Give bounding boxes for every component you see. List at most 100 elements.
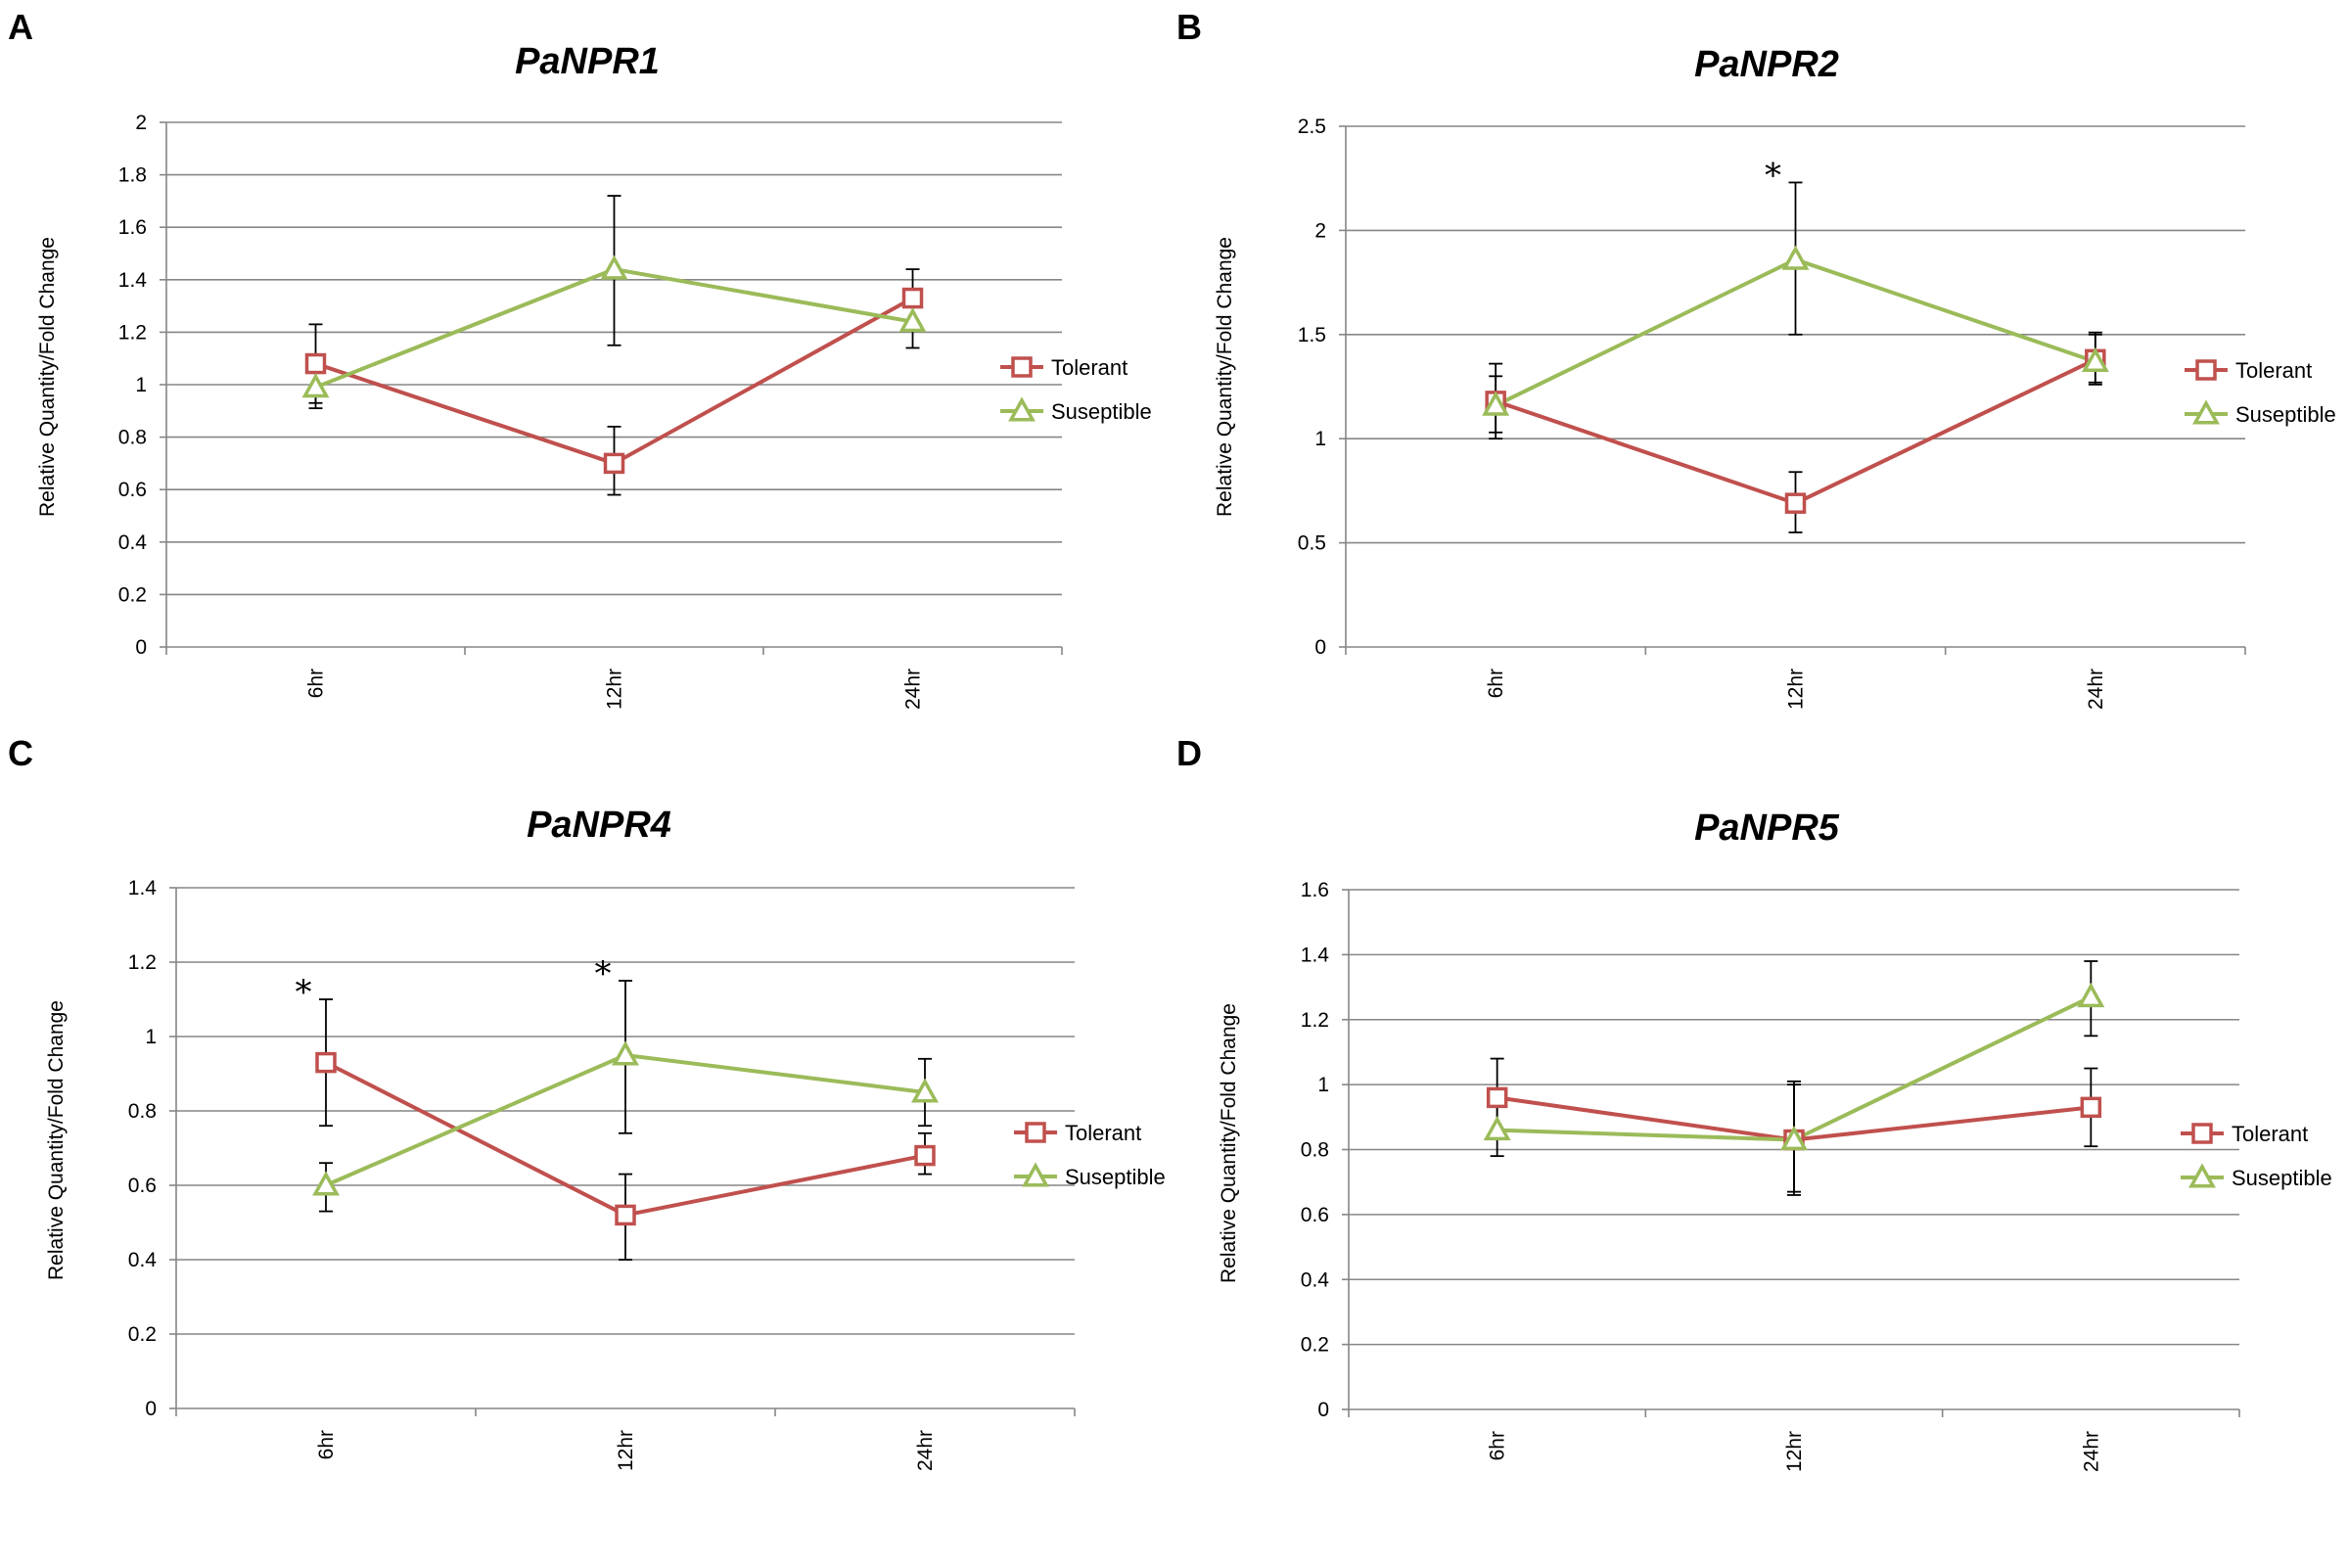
data-point-suseptible: [898, 307, 927, 333]
x-tick-label: 12hr: [1783, 1431, 1806, 1472]
y-tick-label: 1.6: [1301, 879, 1329, 901]
y-tick-label: 1.2: [128, 951, 157, 974]
data-point-tolerant: [615, 1204, 636, 1226]
y-tick-label: 1.4: [128, 877, 158, 899]
significance-marker: *: [296, 973, 312, 1012]
legend-marker: [2188, 1163, 2216, 1188]
y-tick-label: 1.6: [118, 216, 147, 239]
y-tick-label: 2.5: [1298, 115, 1326, 138]
x-tick-label: 24hr: [2080, 1431, 2102, 1472]
panel-letter: B: [1176, 7, 1202, 47]
legend: Tolerant Suseptible: [1014, 1121, 1166, 1189]
legend-label: Suseptible: [2235, 402, 2336, 427]
y-tick-label: 1: [1314, 428, 1326, 450]
data-point-suseptible: [1781, 245, 1810, 270]
x-tick-label: 12hr: [615, 1430, 637, 1471]
legend-marker: [1011, 356, 1033, 378]
data-point-tolerant: [304, 352, 327, 375]
data-point-suseptible: [600, 254, 628, 280]
y-tick-label: 0.2: [1301, 1334, 1329, 1357]
legend: Tolerant Suseptible: [2185, 358, 2336, 427]
data-point-suseptible: [301, 373, 330, 398]
chart-title: PaNPR1: [515, 41, 660, 82]
series-suseptible: [1490, 960, 2098, 1193]
data-point-tolerant: [901, 287, 924, 309]
y-tick-label: 2: [1314, 219, 1326, 242]
data-point-suseptible: [2077, 982, 2105, 1008]
legend-marker: [2195, 359, 2217, 381]
legend-marker: [1025, 1122, 1046, 1143]
data-point-tolerant: [914, 1144, 936, 1167]
x-tick-label: 6hr: [305, 669, 328, 698]
significance-marker: *: [595, 954, 612, 993]
y-tick-label: 0.2: [118, 583, 147, 606]
chart-panel-b: B PaNPR2 0 0.5 1 1.5 2 2.5 6hr 12hr 24hr Relative Q…: [1176, 7, 2336, 710]
y-tick-label: 1.5: [1298, 324, 1326, 346]
y-tick-label: 1.2: [118, 321, 147, 344]
y-tick-label: 0: [145, 1398, 157, 1420]
legend-marker: [2191, 1123, 2213, 1144]
data-point-suseptible: [312, 1171, 340, 1196]
y-tick-label: 0.4: [1301, 1268, 1330, 1291]
y-tick-label: 1.2: [1301, 1009, 1329, 1032]
y-tick-label: 0.5: [1298, 532, 1326, 555]
panel-letter: A: [8, 7, 33, 47]
y-tick-label: 2: [135, 112, 147, 134]
data-point-suseptible: [1780, 1125, 1808, 1151]
panel-letter: D: [1176, 733, 1202, 773]
x-tick-label: 24hr: [914, 1430, 937, 1471]
legend-label: Tolerant: [1065, 1121, 1141, 1145]
x-tick-label: 6hr: [315, 1430, 338, 1459]
chart-panel-c: C PaNPR4 0 0.2 0.4 0.6 0.8 1 1.2 1.4 6hr 12hr 24hr Re…: [8, 733, 1166, 1471]
x-tick-label: 6hr: [1485, 669, 1507, 698]
y-tick-label: 0.8: [118, 427, 147, 449]
legend-label: Suseptible: [2232, 1166, 2332, 1190]
y-tick-label: 1: [1317, 1074, 1329, 1096]
data-point-suseptible: [1482, 391, 1510, 416]
y-tick-label: 0: [135, 636, 147, 659]
y-tick-label: 0.8: [128, 1100, 157, 1123]
legend-label: Tolerant: [2232, 1122, 2308, 1146]
y-tick-label: 1.4: [1301, 944, 1330, 966]
y-tick-label: 0.2: [128, 1323, 157, 1346]
data-point-tolerant: [315, 1051, 337, 1074]
legend-marker: [1022, 1162, 1049, 1187]
legend-label: Suseptible: [1051, 399, 1152, 424]
chart-panel-a: A PaNPR1 0 0.2 0.4 0.6 0.8 1 1.2 1.4 1.6 1.8 2 6hr 12h…: [8, 7, 1152, 710]
y-tick-label: 1.8: [118, 164, 147, 187]
legend-label: Suseptible: [1065, 1165, 1166, 1189]
data-point-suseptible: [911, 1078, 939, 1103]
data-point-tolerant: [2080, 1096, 2102, 1119]
x-tick-label: 24hr: [2085, 669, 2107, 710]
y-tick-label: 0.4: [128, 1249, 158, 1271]
data-point-suseptible: [612, 1040, 639, 1066]
data-point-suseptible: [1483, 1115, 1511, 1141]
x-tick-label: 12hr: [604, 669, 626, 710]
y-axis-label: Relative Quantity/Fold Change: [1218, 1003, 1240, 1283]
significance-marker: *: [1765, 156, 1781, 195]
legend-marker: [1008, 396, 1036, 422]
y-tick-label: 0.6: [1301, 1204, 1329, 1226]
chart-title: PaNPR4: [527, 805, 671, 846]
y-tick-label: 0.4: [118, 531, 148, 554]
y-tick-label: 0.8: [1301, 1139, 1329, 1162]
legend: Tolerant Suseptible: [2181, 1122, 2332, 1190]
legend: Tolerant Suseptible: [1000, 355, 1152, 424]
chart-panel-d: D PaNPR5 0 0.2 0.4 0.6 0.8 1 1.2 1.4 1.6 6hr 12hr 24h…: [1176, 733, 2332, 1472]
y-tick-label: 0.6: [118, 479, 147, 501]
y-tick-label: 0.6: [128, 1175, 157, 1197]
data-point-tolerant: [1486, 1086, 1508, 1109]
y-axis-label: Relative Quantity/Fold Change: [45, 1000, 68, 1280]
chart-title: PaNPR5: [1694, 807, 1840, 849]
y-tick-label: 1: [135, 374, 147, 396]
data-point-tolerant: [1784, 492, 1807, 514]
y-tick-label: 1.4: [118, 269, 148, 292]
panel-letter: C: [8, 733, 33, 773]
y-tick-label: 0: [1314, 636, 1326, 659]
x-tick-label: 12hr: [1785, 669, 1808, 710]
y-axis-label: Relative Quantity/Fold Change: [1214, 237, 1236, 517]
legend-marker: [2192, 399, 2220, 425]
legend-label: Tolerant: [2235, 358, 2312, 383]
